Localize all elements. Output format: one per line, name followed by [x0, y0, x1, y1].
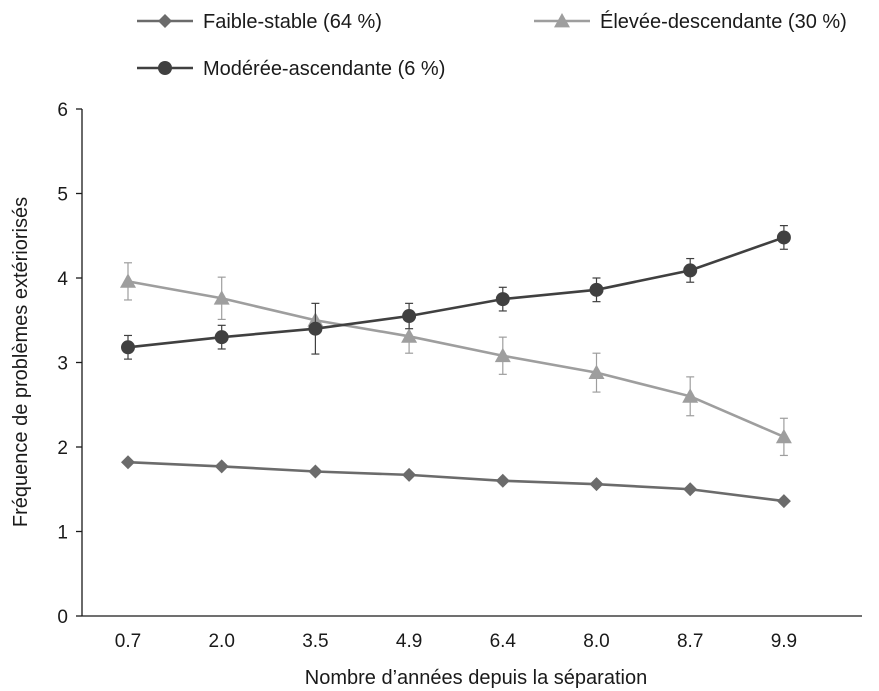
- data-point: [213, 290, 230, 305]
- data-point: [776, 230, 791, 245]
- legend-label: Élevée-descendante (30 %): [600, 10, 847, 33]
- y-tick-label: 3: [57, 354, 68, 375]
- y-tick-label: 4: [57, 269, 68, 290]
- data-point: [121, 455, 135, 470]
- legend-label: Modérée-ascendante (6 %): [203, 58, 445, 80]
- data-point: [683, 482, 698, 497]
- series-line: [127, 460, 785, 503]
- x-tick-label: 9.9: [771, 631, 797, 652]
- data-point: [589, 282, 604, 297]
- y-tick-label: 6: [57, 100, 68, 121]
- legend-item: Élevée-descendante (30 %): [534, 10, 847, 33]
- data-point: [401, 328, 418, 343]
- legend-item: Faible-stable (64 %): [137, 11, 382, 33]
- data-point: [120, 273, 136, 288]
- data-point: [495, 473, 510, 488]
- data-point: [121, 340, 135, 355]
- series-circle: [121, 225, 791, 360]
- data-point: [494, 347, 511, 363]
- x-axis: 0.7 2.0 3.5 4.9 6.4 8.0 8.7 9.9: [82, 615, 862, 652]
- data-point: [683, 263, 698, 278]
- data-point: [308, 321, 323, 336]
- data-point: [682, 388, 699, 403]
- data-point: [495, 292, 510, 307]
- legend-item: Modérée-ascendante (6 %): [137, 58, 445, 80]
- x-tick-label: 0.7: [115, 631, 141, 652]
- data-point: [589, 477, 604, 492]
- data-point: [308, 464, 323, 479]
- data-point: [214, 330, 229, 345]
- x-tick-label: 2.0: [208, 631, 234, 652]
- series-layer: [120, 225, 792, 509]
- data-point: [775, 428, 792, 444]
- x-axis-title: Nombre d’années depuis la séparation: [305, 667, 647, 689]
- data-point: [402, 467, 417, 482]
- series-diamond: [121, 455, 791, 509]
- y-tick-label: 5: [57, 185, 68, 206]
- x-tick-label: 3.5: [302, 631, 328, 652]
- series-triangle: [120, 262, 792, 457]
- legend-marker: [158, 14, 172, 28]
- legend: Faible-stable (64 %) Élevée-descendante (…: [137, 10, 847, 80]
- x-tick-label: 4.9: [396, 631, 422, 652]
- data-point: [402, 309, 417, 324]
- legend-marker: [554, 13, 570, 28]
- y-tick-label: 0: [57, 607, 68, 628]
- legend-label: Faible-stable (64 %): [203, 11, 382, 33]
- data-point: [776, 494, 791, 509]
- x-tick-label: 6.4: [490, 631, 517, 652]
- data-point: [214, 459, 229, 474]
- x-tick-label: 8.0: [583, 631, 609, 652]
- y-tick-label: 1: [57, 523, 68, 544]
- series-line: [127, 280, 785, 439]
- y-axis-title: Fréquence de problèmes extériorisés: [10, 197, 32, 527]
- series-line: [127, 236, 785, 349]
- data-point: [588, 364, 605, 380]
- y-tick-label: 2: [57, 438, 68, 459]
- legend-marker: [158, 61, 172, 75]
- y-axis: 0 1 2 3 4 5 6: [57, 100, 83, 628]
- x-tick-label: 8.7: [677, 631, 703, 652]
